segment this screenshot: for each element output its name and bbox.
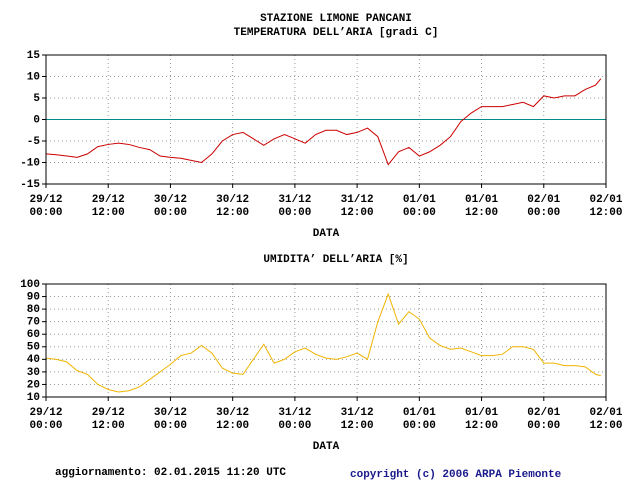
- plot-frame: [45, 283, 607, 398]
- y-tick-label: 20: [27, 379, 40, 391]
- x-tick-label: 30/12: [154, 194, 187, 206]
- x-tick-label: 00:00: [29, 420, 62, 432]
- y-tick-label: 0: [33, 114, 40, 126]
- x-tick-label: 00:00: [278, 207, 311, 219]
- y-tick-label: 60: [27, 329, 40, 341]
- x-tick-label: 29/12: [29, 407, 62, 419]
- x-tick-label: 29/12: [92, 194, 125, 206]
- x-tick-label: 00:00: [527, 207, 560, 219]
- x-tick-label: 31/12: [341, 407, 374, 419]
- x-tick-label: 00:00: [154, 420, 187, 432]
- x-tick-label: 00:00: [403, 420, 436, 432]
- x-axis-label: DATA: [313, 441, 340, 453]
- x-tick-label: 02/01: [527, 407, 560, 419]
- chart-title: UMIDITA’ DELL’ARIA [%]: [263, 254, 408, 266]
- x-tick-label: 12:00: [465, 207, 498, 219]
- update-note: aggiornamento: 02.01.2015 11:20 UTC: [55, 467, 286, 479]
- x-tick-label: 12:00: [465, 420, 498, 432]
- x-tick-label: 02/01: [527, 194, 560, 206]
- x-tick-label: 12:00: [589, 420, 622, 432]
- x-tick-label: 12:00: [92, 420, 125, 432]
- x-tick-label: 12:00: [341, 207, 374, 219]
- x-tick-label: 30/12: [154, 407, 187, 419]
- x-tick-label: 31/12: [341, 194, 374, 206]
- x-tick-label: 01/01: [403, 407, 436, 419]
- y-tick-label: 30: [27, 367, 40, 379]
- x-tick-label: 00:00: [527, 420, 560, 432]
- y-tick-label: 50: [27, 342, 40, 354]
- x-tick-label: 02/01: [589, 194, 622, 206]
- y-tick-label: 10: [27, 392, 40, 404]
- x-tick-label: 31/12: [278, 407, 311, 419]
- copyright: copyright (c) 2006 ARPA Piemonte: [350, 469, 562, 480]
- y-tick-label: 80: [27, 304, 40, 316]
- x-tick-label: 31/12: [278, 194, 311, 206]
- x-tick-label: 00:00: [154, 207, 187, 219]
- plot-frame: [45, 54, 607, 185]
- chart-title: STAZIONE LIMONE PANCANI: [260, 13, 412, 25]
- chart-subtitle: TEMPERATURA DELL’ARIA [gradi C]: [234, 27, 439, 39]
- y-tick-label: 90: [27, 291, 40, 303]
- y-tick-label: 15: [27, 50, 41, 62]
- y-tick-label: 100: [20, 279, 40, 291]
- x-tick-label: 00:00: [29, 207, 62, 219]
- x-tick-label: 00:00: [278, 420, 311, 432]
- x-tick-label: 29/12: [29, 194, 62, 206]
- y-tick-label: 70: [27, 317, 40, 329]
- y-tick-label: -10: [20, 157, 40, 169]
- x-tick-label: 12:00: [92, 207, 125, 219]
- x-tick-label: 30/12: [216, 407, 249, 419]
- data-line: [45, 292, 601, 393]
- y-tick-label: 40: [27, 354, 40, 366]
- x-tick-label: 01/01: [465, 194, 498, 206]
- x-tick-label: 30/12: [216, 194, 249, 206]
- data-line: [45, 78, 602, 166]
- y-tick-label: 10: [27, 71, 40, 83]
- x-tick-label: 02/01: [589, 407, 622, 419]
- x-tick-label: 12:00: [216, 420, 249, 432]
- x-tick-label: 01/01: [403, 194, 436, 206]
- x-tick-label: 12:00: [589, 207, 622, 219]
- y-tick-label: -15: [20, 179, 40, 191]
- x-tick-label: 00:00: [403, 207, 436, 219]
- x-tick-label: 01/01: [465, 407, 498, 419]
- x-axis-label: DATA: [313, 228, 340, 240]
- x-tick-label: 12:00: [341, 420, 374, 432]
- y-tick-label: 5: [33, 93, 40, 105]
- y-tick-label: -5: [27, 136, 41, 148]
- x-tick-label: 12:00: [216, 207, 249, 219]
- x-tick-label: 29/12: [92, 407, 125, 419]
